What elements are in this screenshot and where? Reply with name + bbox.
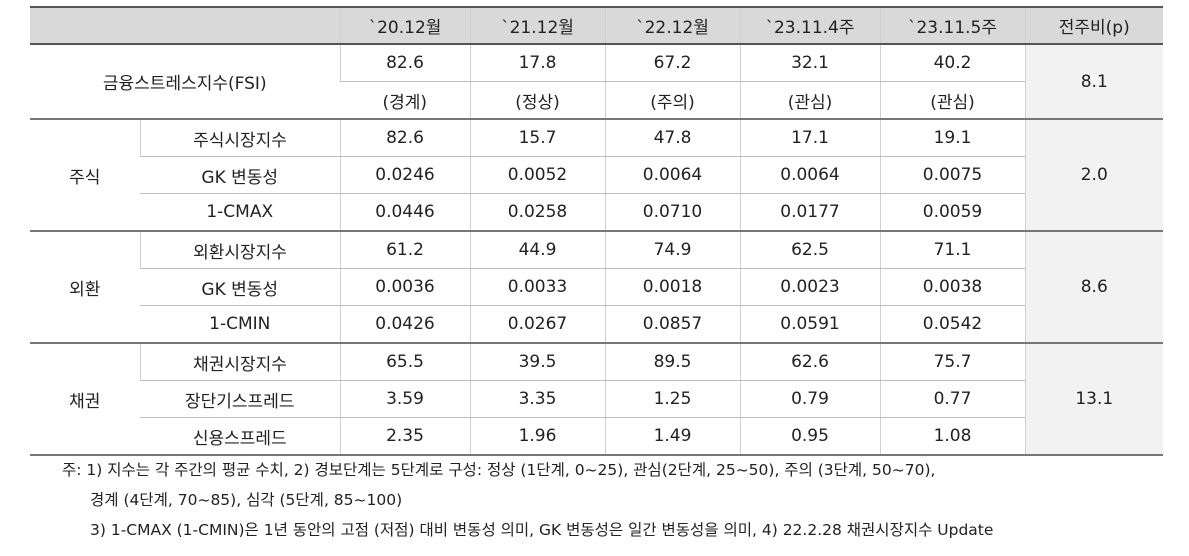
cell: 39.5 — [469, 343, 605, 381]
change-cell: 8.6 — [1024, 231, 1163, 344]
cell: 0.0075 — [879, 156, 1025, 194]
cell: 2.35 — [339, 417, 470, 456]
cell: 1.25 — [604, 380, 740, 418]
row: 주식 주식시장지수 82.6 15.7 47.8 17.1 19.1 2.0 — [30, 119, 1163, 232]
cell: 0.0023 — [739, 268, 880, 306]
header-cell: `22.12월 — [604, 6, 740, 45]
cell: 1.49 — [604, 417, 740, 456]
cell: (관심) — [879, 81, 1025, 120]
cell: 74.9 — [604, 231, 740, 269]
row: 채권 채권시장지수 65.5 39.5 89.5 62.6 75.7 13.1 — [30, 343, 1163, 456]
change-cell: 8.1 — [1024, 44, 1163, 120]
row-label: GK 변동성 — [140, 268, 340, 306]
cell: 0.0267 — [469, 305, 605, 344]
cell: 0.0036 — [339, 268, 470, 306]
cell: 89.5 — [604, 343, 740, 381]
cell: 0.0426 — [339, 305, 470, 344]
cell: 19.1 — [879, 119, 1025, 157]
header-row: `20.12월 `21.12월 `22.12월 `23.11.4주 `23.11.5주 전… — [30, 6, 1163, 45]
cell: 0.0446 — [339, 193, 470, 232]
row: 금융스트레스지수(FSI) 82.6 17.8 67.2 32.1 40.2 8.1 — [30, 44, 1163, 120]
cell: 0.0038 — [879, 268, 1025, 306]
group-label: 채권 — [30, 343, 140, 456]
row-label: 금융스트레스지수(FSI) — [30, 44, 340, 120]
cell: 17.1 — [739, 119, 880, 157]
row-label: 1-CMAX — [140, 193, 340, 232]
notes: 주: 1) 지수는 각 주간의 평균 수치, 2) 경보단계는 5단계로 구성:… — [62, 455, 993, 545]
cell: 62.6 — [739, 343, 880, 381]
cell: 1.08 — [879, 417, 1025, 456]
row-label: 주식시장지수 — [139, 119, 340, 157]
cell: 3.35 — [469, 380, 605, 418]
note-line: 경계 (4단계, 70~85), 심각 (5단계, 85~100) — [90, 491, 403, 509]
row: GK 변동성 0.0036 0.0033 0.0018 0.0023 0.0038 — [30, 268, 1163, 306]
cell: 0.95 — [739, 417, 880, 456]
row: 장단기스프레드 3.59 3.35 1.25 0.79 0.77 — [30, 380, 1163, 418]
cell: 32.1 — [739, 44, 880, 82]
row: (경계) (정상) (주의) (관심) (관심) — [30, 81, 1163, 120]
cell: 0.0059 — [879, 193, 1025, 232]
header-cell: `21.12월 — [469, 6, 605, 45]
note-line: 주: 1) 지수는 각 주간의 평균 수치, 2) 경보단계는 5단계로 구성:… — [62, 461, 936, 479]
cell: 82.6 — [339, 119, 470, 157]
row-label: 1-CMIN — [140, 305, 340, 344]
header-cell — [30, 6, 340, 45]
cell: (주의) — [604, 81, 740, 120]
note-line: 3) 1-CMAX (1-CMIN)은 1년 동안의 고점 (저점) 대비 변동… — [90, 521, 994, 539]
fsi-table: `20.12월 `21.12월 `22.12월 `23.11.4주 `23.11.5주 전… — [30, 6, 1163, 456]
cell: (경계) — [340, 81, 470, 120]
row: 외환 외환시장지수 61.2 44.9 74.9 62.5 71.1 8.6 — [30, 231, 1163, 344]
cell: 0.0064 — [739, 156, 880, 194]
cell: 0.0258 — [469, 193, 605, 232]
cell: 47.8 — [604, 119, 740, 157]
cell: 15.7 — [469, 119, 605, 157]
cell: 0.0177 — [739, 193, 880, 232]
cell: 0.0542 — [879, 305, 1025, 344]
cell: 0.79 — [739, 380, 880, 418]
cell: 82.6 — [339, 44, 470, 82]
header-cell: `23.11.5주 — [879, 6, 1025, 45]
cell: 44.9 — [469, 231, 605, 269]
change-cell: 13.1 — [1024, 343, 1163, 456]
row: GK 변동성 0.0246 0.0052 0.0064 0.0064 0.0075 — [30, 156, 1163, 194]
header-cell: `23.11.4주 — [739, 6, 880, 45]
change-cell: 2.0 — [1024, 119, 1163, 232]
cell: 0.0033 — [469, 268, 605, 306]
row: 신용스프레드 2.35 1.96 1.49 0.95 1.08 — [30, 417, 1163, 456]
cell: 0.0018 — [604, 268, 740, 306]
row-label: 신용스프레드 — [140, 417, 340, 456]
cell: 65.5 — [339, 343, 470, 381]
header-cell: `20.12월 — [339, 6, 470, 45]
cell: 0.0052 — [469, 156, 605, 194]
cell: 0.0710 — [604, 193, 740, 232]
cell: 3.59 — [339, 380, 470, 418]
group-label: 외환 — [30, 231, 140, 344]
header-cell: 전주비(p) — [1024, 6, 1163, 45]
row-label: 채권시장지수 — [139, 343, 340, 381]
row: 1-CMIN 0.0426 0.0267 0.0857 0.0591 0.0542 — [30, 305, 1163, 344]
cell: 40.2 — [879, 44, 1025, 82]
row-label: 장단기스프레드 — [140, 380, 340, 418]
cell: 71.1 — [879, 231, 1025, 269]
cell: (관심) — [739, 81, 880, 120]
cell: 17.8 — [469, 44, 605, 82]
group-label: 주식 — [30, 119, 140, 232]
cell: 0.0591 — [739, 305, 880, 344]
cell: 0.0857 — [604, 305, 740, 344]
row-label: 외환시장지수 — [139, 231, 340, 269]
row-label: GK 변동성 — [140, 156, 340, 194]
cell: (정상) — [469, 81, 605, 120]
cell: 0.77 — [879, 380, 1025, 418]
cell: 75.7 — [879, 343, 1025, 381]
row: 1-CMAX 0.0446 0.0258 0.0710 0.0177 0.0059 — [30, 193, 1163, 232]
cell: 0.0246 — [339, 156, 470, 194]
cell: 0.0064 — [604, 156, 740, 194]
cell: 1.96 — [469, 417, 605, 456]
cell: 61.2 — [339, 231, 470, 269]
cell: 67.2 — [604, 44, 740, 82]
cell: 62.5 — [739, 231, 880, 269]
